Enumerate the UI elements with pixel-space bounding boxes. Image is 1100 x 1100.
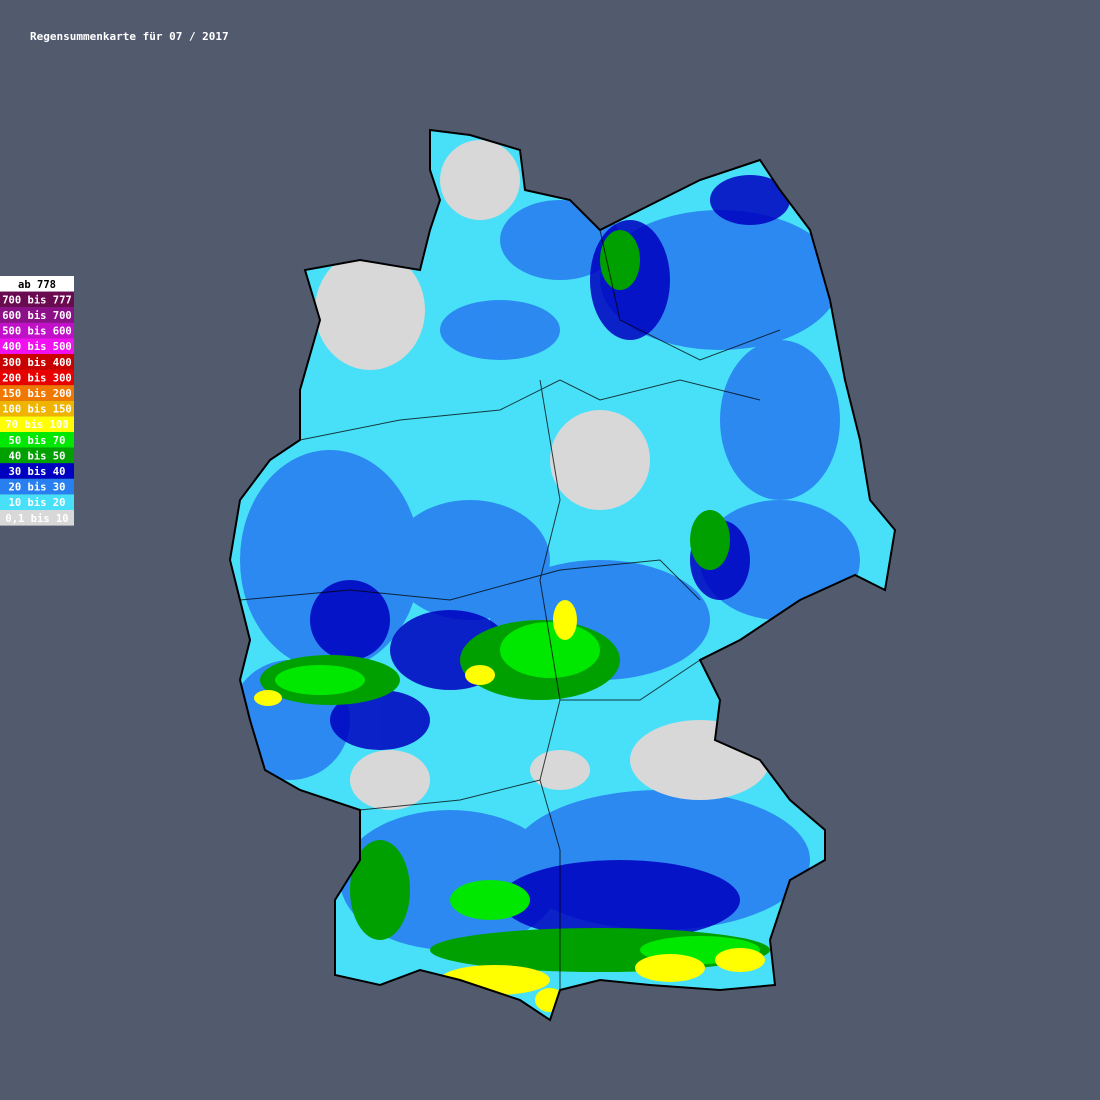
legend-label: 700 bis 777 [2,294,72,306]
legend-label: ab 778 [18,279,56,291]
legend-swatch [0,307,74,323]
map-title: Regensummenkarte für 07 / 2017 [30,30,229,43]
country-border [228,128,897,1022]
legend-swatch [0,510,74,526]
legend-label: 0,1 bis 10 [5,513,68,525]
legend-label: 200 bis 300 [2,372,72,384]
legend-label: 70 bis 100 [5,419,68,431]
legend-label: 10 bis 20 [9,497,66,509]
legend-swatch [0,322,74,339]
legend-label: 400 bis 500 [2,341,72,353]
legend-swatch [0,478,74,495]
rain-map [230,130,895,1020]
legend-swatch [0,354,74,370]
legend-swatch [0,494,74,510]
legend-swatch [0,447,74,464]
legend-swatch [0,416,74,432]
legend-label: 150 bis 200 [2,388,72,400]
legend-label: 300 bis 400 [2,357,72,369]
legend-swatch [0,385,74,401]
legend-label: 50 bis 70 [9,435,66,447]
legend: ab 778 700 bis 777 600 bis 700 500 bis 600 4… [0,276,74,526]
legend-label: 600 bis 700 [2,310,72,322]
legend-swatch [0,432,74,448]
state-borders [239,229,781,990]
legend-label: 100 bis 150 [2,404,72,416]
legend-swatch [0,338,74,354]
legend-swatch [0,291,74,308]
legend-swatch [0,463,74,479]
legend-swatch [0,276,74,292]
legend-label: 500 bis 600 [2,326,72,338]
legend-label: 40 bis 50 [9,450,66,462]
legend-label: 30 bis 40 [9,466,66,478]
legend-swatch [0,400,74,417]
legend-label: 20 bis 30 [9,482,66,494]
legend-swatch [0,369,74,386]
